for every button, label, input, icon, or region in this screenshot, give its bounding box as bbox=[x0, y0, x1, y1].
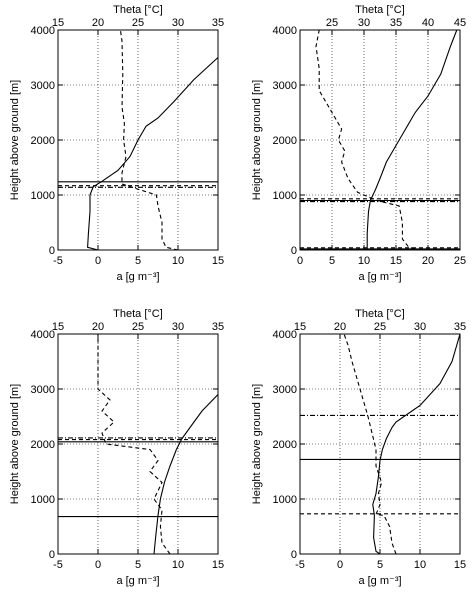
y-tick-label: 1000 bbox=[31, 190, 55, 202]
x-tick-label-top: 35 bbox=[212, 17, 224, 29]
y-tick-label: 3000 bbox=[273, 80, 297, 92]
humidity-profile-line bbox=[97, 334, 171, 555]
x-tick-label-top: 40 bbox=[422, 17, 434, 29]
y-tick-label: 4000 bbox=[31, 25, 55, 37]
x-tick-label-bottom: 5 bbox=[329, 255, 335, 267]
y-tick-label: 2000 bbox=[273, 135, 297, 147]
theta-profile-line bbox=[372, 333, 461, 555]
theta-profile-line bbox=[366, 29, 458, 250]
panel-2: 0 5 10 15 20 25 25 30 35 40 45 0 1000 2000 3000 4000 a [… bbox=[251, 4, 466, 283]
y-axis-title: Height above ground [m] bbox=[251, 80, 263, 200]
x-axis-title-bottom: a [g m⁻³] bbox=[358, 575, 401, 587]
x-tick-label-bottom: 10 bbox=[358, 255, 370, 267]
x-tick-label-top: 25 bbox=[326, 17, 338, 29]
y-tick-label: 0 bbox=[49, 245, 55, 257]
y-tick-label: 2000 bbox=[31, 135, 55, 147]
theta-profile-line bbox=[87, 57, 219, 251]
x-tick-label-top: 25 bbox=[132, 17, 144, 29]
x-axis-title-bottom: a [g m⁻³] bbox=[116, 575, 159, 587]
x-tick-label-top: 30 bbox=[172, 321, 184, 333]
x-tick-label-bottom: 25 bbox=[454, 255, 466, 267]
y-tick-label: 4000 bbox=[31, 329, 55, 341]
x-tick-label-bottom: 15 bbox=[212, 559, 224, 571]
x-tick-label-bottom: -5 bbox=[53, 255, 63, 267]
x-tick-label-bottom: 15 bbox=[390, 255, 402, 267]
x-tick-label-bottom: 15 bbox=[212, 255, 224, 267]
x-tick-label-top: 25 bbox=[374, 321, 386, 333]
y-tick-label: 4000 bbox=[273, 25, 297, 37]
x-tick-label-bottom: -5 bbox=[53, 559, 63, 571]
x-tick-label-bottom: 0 bbox=[95, 559, 101, 571]
y-tick-label: 0 bbox=[49, 549, 55, 561]
x-axis-title-top: Theta [°C] bbox=[355, 4, 405, 16]
x-tick-label-top: 30 bbox=[172, 17, 184, 29]
x-axis-title-bottom: a [g m⁻³] bbox=[358, 271, 401, 283]
humidity-profile-line bbox=[315, 29, 422, 251]
y-tick-label: 1000 bbox=[31, 494, 55, 506]
x-tick-label-top: 30 bbox=[414, 321, 426, 333]
x-tick-label-top: 20 bbox=[92, 17, 104, 29]
y-tick-label: 4000 bbox=[273, 329, 297, 341]
x-tick-label-top: 35 bbox=[390, 17, 402, 29]
y-tick-label: 0 bbox=[291, 245, 297, 257]
humidity-profile-line bbox=[119, 29, 179, 251]
x-tick-label-bottom: 15 bbox=[454, 559, 466, 571]
x-tick-label-bottom: 20 bbox=[422, 255, 434, 267]
x-tick-label-top: 15 bbox=[294, 321, 306, 333]
x-tick-label-top: 15 bbox=[52, 17, 64, 29]
x-axis-title-top: Theta [°C] bbox=[113, 4, 163, 16]
x-tick-label-bottom: 10 bbox=[172, 255, 184, 267]
x-tick-label-top: 35 bbox=[212, 321, 224, 333]
x-tick-label-top: 30 bbox=[358, 17, 370, 29]
y-tick-label: 3000 bbox=[31, 80, 55, 92]
y-tick-label: 2000 bbox=[273, 439, 297, 451]
x-tick-label-top: 15 bbox=[52, 321, 64, 333]
x-tick-label-bottom: 5 bbox=[135, 559, 141, 571]
x-tick-label-top: 20 bbox=[334, 321, 346, 333]
x-axis-title-top: Theta [°C] bbox=[355, 308, 405, 320]
x-tick-label-bottom: 5 bbox=[135, 255, 141, 267]
y-axis-title: Height above ground [m] bbox=[9, 384, 21, 504]
y-tick-label: 2000 bbox=[31, 439, 55, 451]
x-tick-label-top: 45 bbox=[454, 17, 466, 29]
y-tick-label: 3000 bbox=[31, 384, 55, 396]
y-axis-title: Height above ground [m] bbox=[251, 384, 263, 504]
x-tick-label-bottom: 10 bbox=[172, 559, 184, 571]
x-tick-label-top: 35 bbox=[454, 321, 466, 333]
y-tick-label: 3000 bbox=[273, 384, 297, 396]
x-axis-title-top: Theta [°C] bbox=[113, 308, 163, 320]
x-tick-label-bottom: 0 bbox=[297, 255, 303, 267]
y-tick-label: 0 bbox=[291, 549, 297, 561]
x-tick-label-top: 25 bbox=[132, 321, 144, 333]
y-axis-title: Height above ground [m] bbox=[9, 80, 21, 200]
x-tick-label-bottom: 0 bbox=[95, 255, 101, 267]
humidity-profile-line bbox=[343, 333, 397, 555]
x-tick-label-bottom: 10 bbox=[414, 559, 426, 571]
x-tick-label-top: 20 bbox=[92, 321, 104, 333]
y-tick-label: 1000 bbox=[273, 494, 297, 506]
theta-profile-line bbox=[153, 394, 219, 555]
x-tick-label-bottom: -5 bbox=[295, 559, 305, 571]
x-tick-label-bottom: 0 bbox=[337, 559, 343, 571]
x-tick-label-bottom: 5 bbox=[377, 559, 383, 571]
y-tick-label: 1000 bbox=[273, 190, 297, 202]
x-axis-title-bottom: a [g m⁻³] bbox=[116, 271, 159, 283]
